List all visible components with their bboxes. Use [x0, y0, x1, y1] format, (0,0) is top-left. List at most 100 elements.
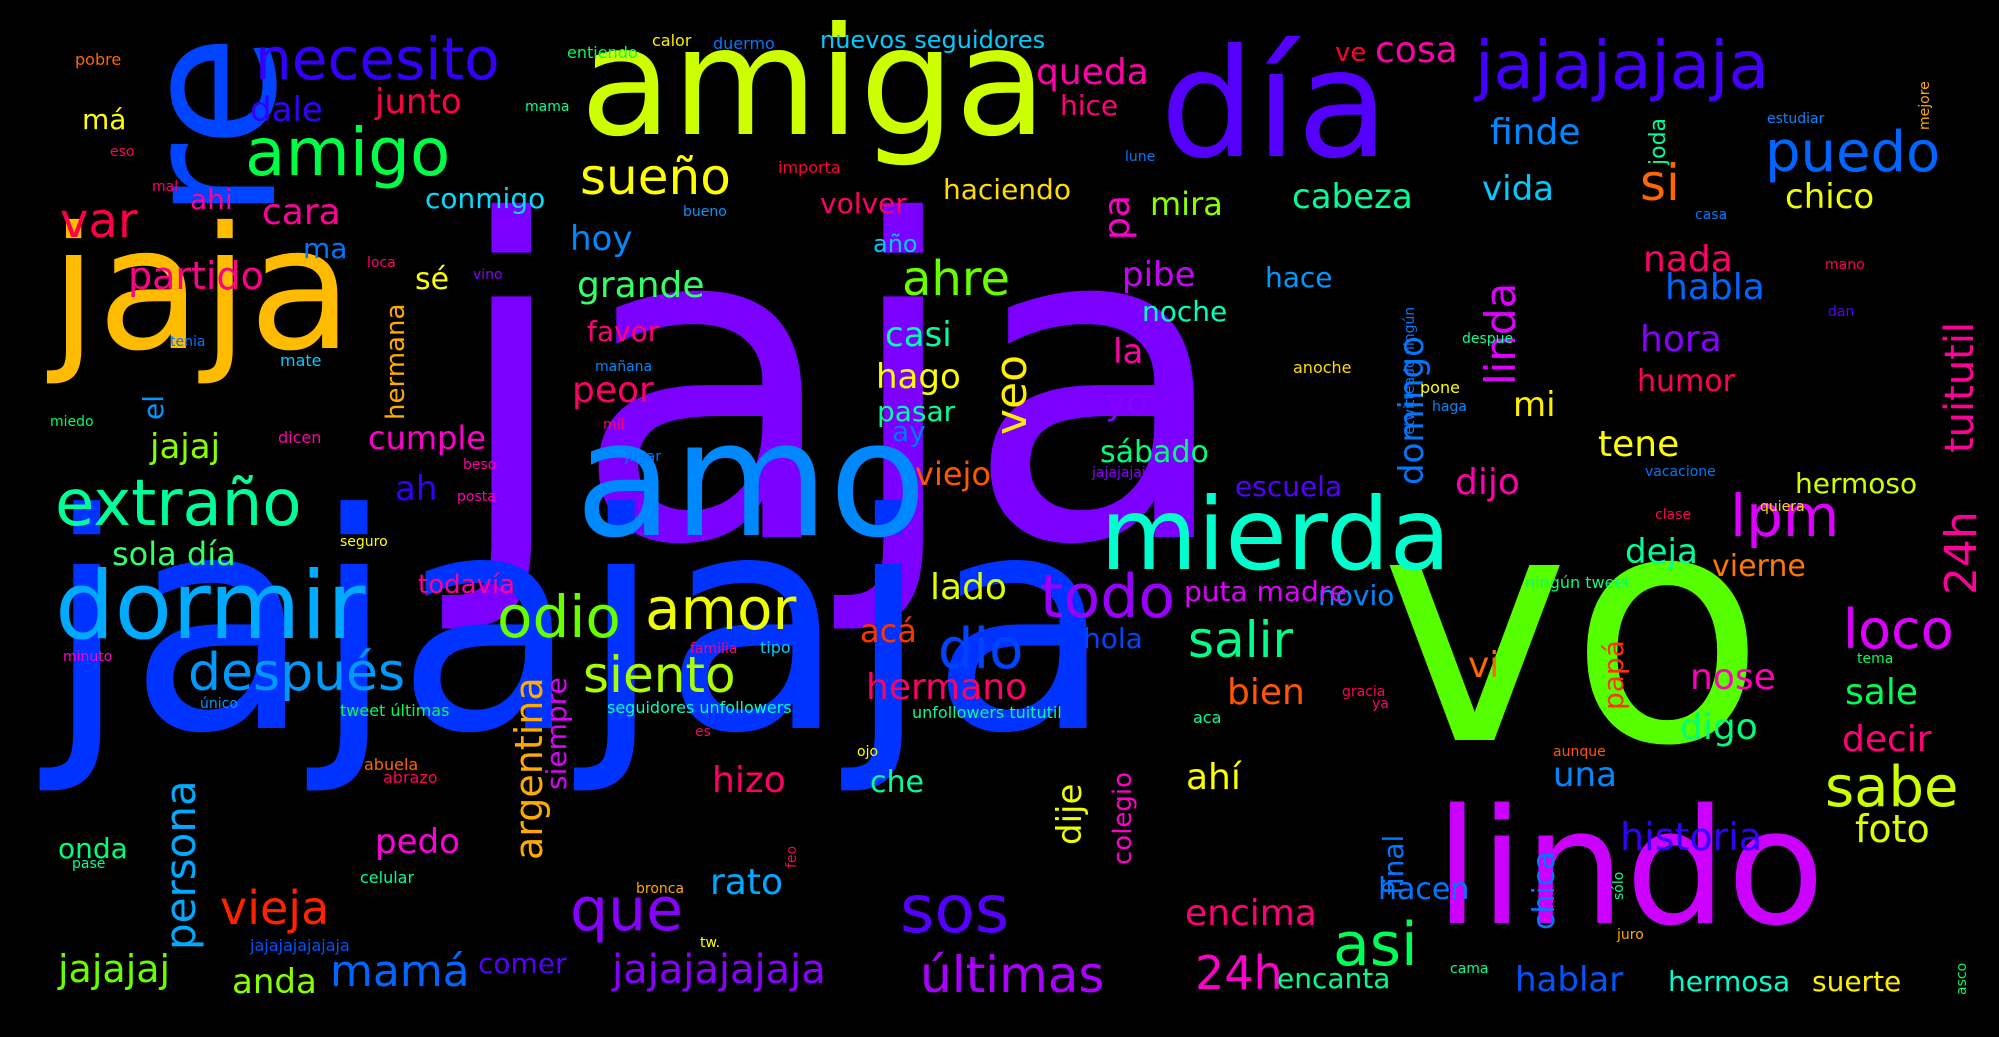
- word: loca: [367, 255, 396, 271]
- word: sólo: [1611, 871, 1627, 900]
- word: ahi: [190, 183, 233, 216]
- word: hola: [1083, 622, 1143, 655]
- word: cama: [1450, 961, 1489, 977]
- word: importa: [778, 158, 841, 177]
- word: jaja: [50, 191, 353, 389]
- word: ve: [1335, 38, 1367, 68]
- word: dormir: [55, 552, 366, 661]
- word: volver: [820, 187, 907, 220]
- word: foto: [1855, 807, 1930, 851]
- word: encanta: [1277, 962, 1391, 995]
- word: seguidores unfollowers: [607, 698, 792, 717]
- word: amiga: [580, 0, 1047, 170]
- word: acá: [860, 612, 917, 650]
- word: 24h: [1936, 511, 1987, 595]
- word: gracia: [1342, 684, 1386, 700]
- word: mamá: [330, 946, 470, 997]
- word: vieja: [220, 881, 330, 935]
- word: pibe: [1122, 255, 1196, 295]
- word: comer: [478, 947, 567, 980]
- word: tuitutil: [1937, 321, 1983, 453]
- word: necesito: [255, 25, 500, 93]
- word: pedo: [375, 822, 460, 862]
- word: una: [1553, 755, 1617, 795]
- word: cumple: [368, 419, 486, 457]
- word: mil: [603, 417, 625, 433]
- word: hace: [1265, 261, 1333, 294]
- word: haciendo: [943, 173, 1071, 206]
- word: joda: [1646, 117, 1671, 165]
- word: todo: [1040, 562, 1176, 632]
- word: hizo: [712, 760, 786, 801]
- word: hermano: [866, 667, 1028, 708]
- word: despue: [1462, 331, 1514, 347]
- word: mate: [280, 351, 322, 370]
- word: bronca: [636, 881, 685, 897]
- word: salir: [1188, 611, 1294, 669]
- word: chica: [1527, 851, 1562, 930]
- word: junto: [375, 82, 462, 122]
- word: hermoso: [1795, 467, 1918, 500]
- word: ay: [892, 415, 926, 448]
- word: mama: [525, 99, 570, 115]
- word: la: [1113, 332, 1144, 372]
- word: pase: [72, 856, 106, 872]
- word: historia: [1620, 815, 1763, 859]
- word: novio: [1318, 579, 1395, 612]
- word: peor: [572, 370, 654, 411]
- word: asi: [1333, 910, 1418, 980]
- word: lune: [1125, 149, 1156, 165]
- word: vino: [473, 267, 503, 283]
- word: clase: [1655, 507, 1692, 523]
- word: dale: [250, 90, 323, 130]
- word: puta madre: [1184, 575, 1347, 608]
- word: favor: [587, 315, 660, 348]
- word: vida: [1482, 169, 1554, 209]
- word: sos: [900, 871, 1010, 948]
- word: bueno: [683, 204, 727, 220]
- word: lado: [930, 567, 1007, 608]
- word: mejore: [1917, 81, 1933, 130]
- word: casa: [1695, 207, 1728, 223]
- word: hice: [1060, 89, 1119, 122]
- word: partido: [128, 254, 264, 298]
- word: aunque: [1553, 744, 1606, 760]
- word: rato: [710, 862, 784, 903]
- word: amo: [575, 386, 927, 573]
- word: amigo: [245, 114, 451, 191]
- word: pa: [1097, 195, 1138, 240]
- word: viejo: [915, 455, 991, 493]
- word: el: [137, 394, 170, 420]
- word: sueño: [580, 148, 731, 206]
- word: tene: [1598, 424, 1680, 465]
- word: cosa: [1375, 30, 1458, 71]
- word: entiendo: [567, 43, 638, 62]
- word: hermosa: [1668, 965, 1791, 998]
- word: noche: [1142, 295, 1228, 328]
- word: suerte: [1812, 965, 1902, 998]
- word: sale: [1845, 672, 1918, 713]
- word: mañana: [595, 359, 653, 375]
- word: loco: [1843, 598, 1954, 661]
- word: lindo: [1435, 774, 1825, 961]
- word: tema: [1857, 651, 1894, 667]
- word: vacacione: [1645, 464, 1716, 480]
- word: habla: [1665, 267, 1765, 308]
- word: hablar: [1515, 960, 1624, 1000]
- word: sábado: [1100, 435, 1209, 470]
- word: seguro: [340, 534, 388, 550]
- word: vierne: [1712, 549, 1806, 584]
- word: casi: [885, 315, 952, 355]
- word: queda: [1036, 52, 1149, 93]
- word: beso: [463, 457, 497, 473]
- word: unfollowers tuitutil: [912, 703, 1062, 722]
- word: dijo: [1455, 462, 1520, 503]
- word: pone: [1420, 378, 1460, 397]
- word: colegio: [1108, 771, 1138, 865]
- word: estudiar: [1767, 111, 1825, 127]
- word: después: [188, 643, 406, 703]
- word: puedo: [1765, 120, 1941, 185]
- word: decir: [1842, 719, 1932, 760]
- word: persona: [156, 780, 205, 950]
